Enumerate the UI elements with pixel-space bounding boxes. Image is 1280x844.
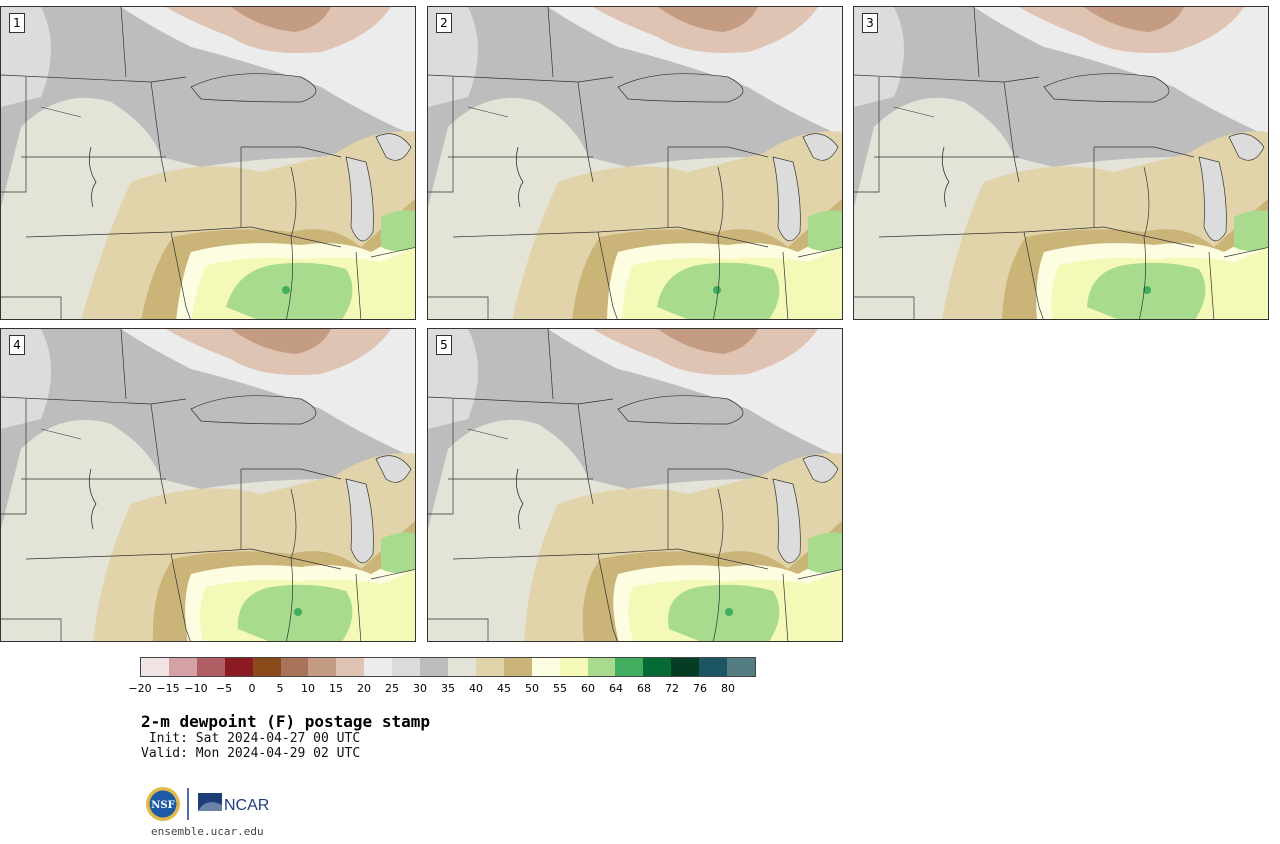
colorbar-tick-label: 80 — [721, 682, 735, 695]
nsf-logo-text: NSF — [151, 800, 174, 811]
colorbar-tick-label: 64 — [609, 682, 623, 695]
colorbar-swatch — [168, 658, 197, 676]
colorbar-tick-label: 0 — [248, 682, 256, 695]
map-title: 2-m dewpoint (F) postage stamp — [141, 712, 430, 731]
colorbar-tick-label: 45 — [497, 682, 511, 695]
site-url: ensemble.ucar.edu — [151, 825, 264, 838]
colorbar-tick-label: 40 — [469, 682, 483, 695]
colorbar-tick-label: 50 — [525, 682, 539, 695]
colorbar-tick-label: 55 — [553, 682, 567, 695]
colorbar-swatch — [420, 658, 448, 676]
colorbar-tick-label: 35 — [441, 682, 455, 695]
colorbar-swatch — [364, 658, 393, 676]
init-time: Init: Sat 2024-04-27 00 UTC — [141, 731, 361, 746]
colorbar-tick-label: −15 — [156, 682, 180, 695]
colorbar-ticks: −20 −15 −10 −5 0 5 10 15 20 25 30 35 40 45 50 55 60 64 68 7… — [128, 682, 756, 696]
ncar-logo-icon: NCAR — [198, 793, 269, 814]
colorbar-tick-label: 15 — [329, 682, 343, 695]
colorbar-swatch — [531, 658, 560, 676]
panel-number-label: 4 — [9, 335, 25, 355]
colorbar-swatch — [615, 658, 644, 676]
colorbar-swatch — [336, 658, 365, 676]
colorbar-tick-label: 60 — [581, 682, 595, 695]
map-panel-5: 5 — [427, 328, 843, 642]
colorbar-tick-label: 10 — [301, 682, 315, 695]
colorbar-swatch — [308, 658, 337, 676]
map-panel-3: 3 — [853, 6, 1269, 320]
colorbar-swatch — [141, 658, 169, 676]
colorbar-swatch — [587, 658, 616, 676]
colorbar-swatch — [280, 658, 309, 676]
colorbar-tick-label: −10 — [184, 682, 208, 695]
colorbar-tick-label: −5 — [215, 682, 233, 695]
colorbar-tick-label: 20 — [357, 682, 371, 695]
panel-number-label: 3 — [862, 13, 878, 33]
colorbar-swatch — [252, 658, 281, 676]
colorbar-swatch — [447, 658, 476, 676]
ncar-logo-text: NCAR — [224, 797, 269, 814]
colorbar-swatch — [699, 658, 728, 676]
nsf-logo-icon: NSF — [146, 787, 180, 821]
colorbar — [140, 657, 756, 677]
colorbar-swatch — [643, 658, 672, 676]
colorbar-swatch — [196, 658, 225, 676]
panel-number-label: 5 — [436, 335, 452, 355]
colorbar-tick-label: 68 — [637, 682, 651, 695]
map-panel-4: 4 — [0, 328, 416, 642]
colorbar-swatch — [224, 658, 253, 676]
colorbar-swatch — [671, 658, 700, 676]
colorbar-tick-label: 72 — [665, 682, 679, 695]
colorbar-tick-label: 25 — [385, 682, 399, 695]
colorbar-swatch — [503, 658, 532, 676]
colorbar-tick-label: 5 — [276, 682, 284, 695]
colorbar-swatch — [392, 658, 421, 676]
panel-number-label: 2 — [436, 13, 452, 33]
valid-time: Valid: Mon 2024-04-29 02 UTC — [141, 746, 361, 761]
map-panel-2: 2 — [427, 6, 843, 320]
map-panel-1: 1 — [0, 6, 416, 320]
colorbar-tick-label: −20 — [128, 682, 152, 695]
colorbar-tick-label: 76 — [693, 682, 707, 695]
colorbar-tick-label: 30 — [413, 682, 427, 695]
colorbar-swatch — [475, 658, 504, 676]
colorbar-swatch — [559, 658, 588, 676]
colorbar-swatch — [727, 658, 755, 676]
panel-number-label: 1 — [9, 13, 25, 33]
sponsor-logos: NSF NCAR — [144, 785, 284, 823]
